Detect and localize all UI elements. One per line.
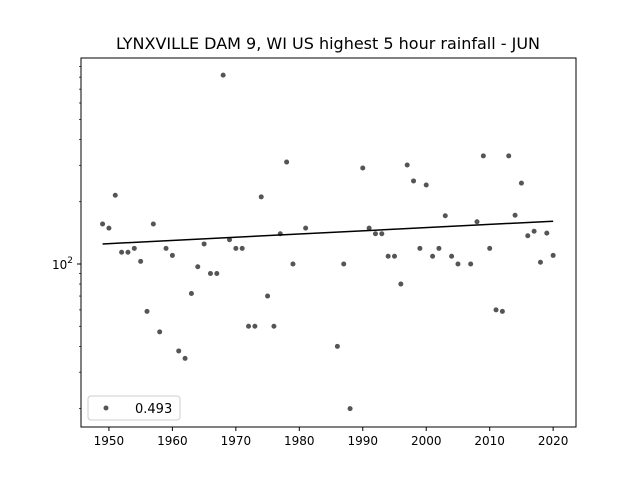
- data-point: [499, 308, 505, 314]
- data-point: [531, 228, 537, 234]
- legend-label: 0.493: [135, 402, 172, 417]
- data-point: [201, 241, 207, 247]
- trend-line-group: [102, 220, 554, 245]
- trend-line: [102, 220, 554, 245]
- data-point: [518, 180, 524, 186]
- data-point: [436, 245, 442, 251]
- data-point: [271, 323, 277, 329]
- data-point: [525, 233, 531, 239]
- data-point: [157, 329, 163, 335]
- data-point: [550, 252, 556, 258]
- data-point: [150, 221, 156, 227]
- data-point: [233, 245, 239, 251]
- legend-marker: [103, 405, 109, 411]
- data-point: [163, 245, 169, 251]
- x-tick-label: 1990: [347, 434, 378, 448]
- data-point: [449, 253, 455, 259]
- data-point: [417, 245, 423, 251]
- data-point: [506, 153, 512, 159]
- data-point: [100, 221, 106, 227]
- data-point: [379, 231, 385, 237]
- data-point: [372, 231, 378, 237]
- y-tick-label: 102: [52, 256, 73, 272]
- data-point: [207, 270, 213, 276]
- data-point: [423, 182, 429, 188]
- data-point: [442, 213, 448, 219]
- data-point: [182, 355, 188, 361]
- data-point: [195, 264, 201, 270]
- data-point: [474, 219, 480, 225]
- data-point: [455, 261, 461, 267]
- data-point: [246, 323, 252, 329]
- x-tick-label: 1950: [94, 434, 125, 448]
- data-point: [138, 258, 144, 264]
- data-point: [169, 252, 175, 258]
- x-tick-label: 1960: [157, 434, 188, 448]
- x-tick-label: 1970: [221, 434, 252, 448]
- data-point: [144, 308, 150, 314]
- x-tick-label: 2010: [474, 434, 505, 448]
- x-tick-label: 1980: [284, 434, 315, 448]
- data-point: [487, 245, 493, 251]
- data-point: [303, 225, 309, 231]
- data-point: [493, 307, 499, 313]
- data-point: [252, 323, 258, 329]
- data-point: [284, 159, 290, 165]
- data-point: [290, 261, 296, 267]
- data-point: [334, 343, 340, 349]
- plot-frame: [80, 57, 577, 428]
- data-point: [404, 162, 410, 168]
- data-point: [385, 253, 391, 259]
- data-point: [258, 194, 264, 200]
- x-tick-label: 2020: [538, 434, 569, 448]
- data-point: [220, 72, 226, 78]
- data-point: [125, 249, 131, 255]
- data-point: [265, 293, 271, 299]
- data-point: [366, 225, 372, 231]
- data-point: [347, 406, 353, 412]
- data-point: [360, 165, 366, 171]
- data-point: [480, 153, 486, 159]
- chart-title: LYNXVILLE DAM 9, WI US highest 5 hour ra…: [116, 34, 540, 53]
- data-point: [106, 225, 112, 231]
- data-point: [411, 178, 417, 184]
- data-points: [100, 72, 556, 412]
- data-point: [131, 245, 137, 251]
- data-point: [512, 212, 518, 218]
- data-point: [430, 253, 436, 259]
- x-axis: 1950 1960 1970 1980 1990 2000 2010 2020: [94, 427, 569, 448]
- data-point: [214, 270, 220, 276]
- data-point: [398, 281, 404, 287]
- data-point: [227, 237, 232, 243]
- legend: 0.493: [87, 395, 181, 421]
- data-point: [119, 249, 125, 255]
- data-point: [239, 245, 245, 251]
- data-point: [537, 259, 543, 265]
- data-point: [112, 192, 118, 198]
- y-axis: 102: [52, 66, 81, 409]
- data-point: [176, 348, 182, 354]
- legend-box: [87, 395, 181, 421]
- data-point: [392, 253, 397, 259]
- data-point: [544, 230, 550, 236]
- x-tick-label: 2000: [411, 434, 442, 448]
- data-point: [188, 291, 194, 297]
- data-point: [341, 261, 347, 267]
- data-point: [468, 261, 474, 267]
